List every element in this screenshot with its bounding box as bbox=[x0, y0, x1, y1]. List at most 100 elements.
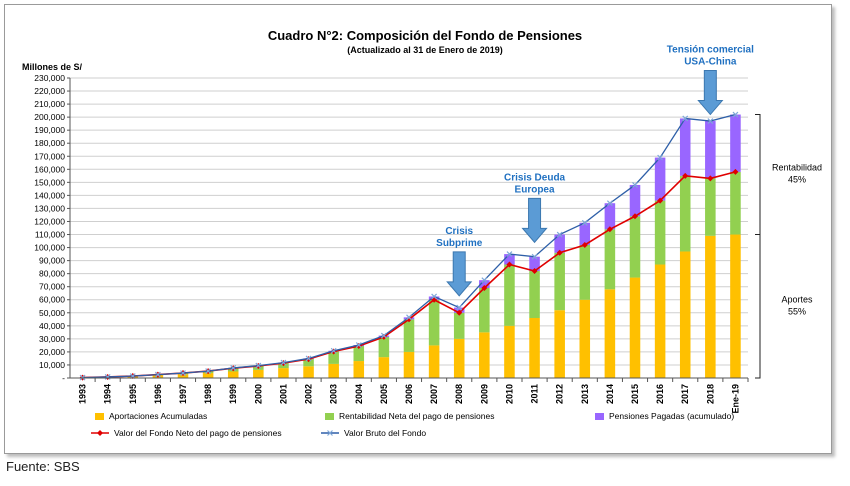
bar-segment bbox=[504, 254, 515, 265]
bar-segment bbox=[629, 277, 641, 378]
x-tick-label: 2003 bbox=[329, 384, 339, 404]
legend-label: Aportaciones Acumuladas bbox=[109, 411, 207, 421]
y-tick-label: 70,000 bbox=[39, 282, 65, 292]
y-tick-label: 190,000 bbox=[34, 125, 65, 135]
line-point bbox=[506, 251, 513, 258]
annotation-label: USA-China bbox=[684, 57, 737, 68]
line-point bbox=[606, 226, 613, 233]
line-point bbox=[682, 172, 689, 179]
line-point bbox=[230, 365, 237, 371]
x-tick-label: 2000 bbox=[253, 384, 263, 404]
chart-subtitle: (Actualizado al 31 de Enero de 2019) bbox=[347, 45, 503, 55]
y-tick-label: 150,000 bbox=[34, 177, 65, 187]
line-point bbox=[632, 213, 638, 220]
y-tick-label: 170,000 bbox=[34, 151, 65, 161]
x-tick-label: Ene-19 bbox=[730, 384, 740, 414]
bar-segment bbox=[453, 312, 465, 339]
x-tick-label: 1994 bbox=[103, 384, 113, 404]
line-point bbox=[481, 285, 488, 291]
bracket-label: Rentabilidad bbox=[772, 163, 822, 173]
line-point bbox=[732, 111, 739, 118]
legend-label: Valor del Fondo Neto del pago de pension… bbox=[114, 428, 282, 438]
source-note: Fuente: SBS bbox=[6, 459, 80, 474]
bar-segment bbox=[453, 338, 465, 378]
bar-segment bbox=[403, 319, 415, 352]
x-tick-label: 2014 bbox=[605, 384, 615, 404]
legend-label: Pensiones Pagadas (acumulado) bbox=[609, 411, 734, 421]
y-tick-label: 130,000 bbox=[34, 203, 65, 213]
y-tick-label: 80,000 bbox=[39, 269, 65, 279]
x-tick-label: 1993 bbox=[78, 384, 88, 404]
line-point bbox=[205, 368, 212, 375]
annotation-label: Crisis Deuda bbox=[504, 172, 566, 183]
y-tick-label: 230,000 bbox=[34, 73, 65, 83]
bar-segment bbox=[504, 264, 515, 326]
line-point bbox=[506, 261, 513, 268]
y-tick-label: 220,000 bbox=[34, 86, 65, 96]
bar-segment bbox=[479, 288, 490, 333]
line-point bbox=[682, 115, 689, 122]
bar-segment bbox=[579, 222, 591, 245]
bar-segment bbox=[177, 374, 189, 378]
bar-segment bbox=[278, 368, 289, 378]
annotation-label: Subprime bbox=[436, 238, 483, 249]
annotation-arrow bbox=[697, 70, 724, 116]
y-tick-label: 110,000 bbox=[35, 230, 65, 240]
bracket-value: 55% bbox=[788, 306, 806, 316]
bar-segment bbox=[202, 373, 214, 378]
line-point bbox=[280, 359, 287, 366]
bar-segment bbox=[679, 251, 691, 378]
line-point bbox=[456, 304, 463, 311]
chart-frame bbox=[4, 4, 832, 454]
x-tick-label: 1997 bbox=[178, 384, 188, 404]
x-tick-label: 2018 bbox=[705, 384, 715, 404]
legend-marker bbox=[97, 430, 103, 436]
bar-segment bbox=[529, 271, 540, 318]
line-point bbox=[255, 362, 262, 369]
line-point bbox=[380, 332, 387, 339]
bar-segment bbox=[428, 345, 440, 378]
bar-segment bbox=[554, 310, 565, 378]
x-tick-label: 2013 bbox=[580, 384, 590, 404]
x-tick-label: 2010 bbox=[504, 384, 514, 404]
x-tick-label: 1999 bbox=[228, 384, 238, 404]
bar-segment bbox=[554, 234, 565, 253]
x-tick-label: 2012 bbox=[555, 384, 565, 404]
line-point bbox=[556, 231, 563, 238]
line-point bbox=[556, 249, 563, 256]
legend-marker bbox=[327, 430, 333, 436]
bar-segment bbox=[353, 346, 365, 362]
x-tick-label: 2004 bbox=[354, 384, 364, 404]
bar-segment bbox=[579, 299, 591, 378]
bar-segment bbox=[479, 280, 490, 288]
bracket-label: Aportes bbox=[781, 294, 813, 304]
bar-segment bbox=[529, 318, 540, 378]
bar-segment bbox=[730, 114, 741, 172]
x-tick-label: 2008 bbox=[454, 384, 464, 404]
x-tick-label: 1998 bbox=[203, 384, 213, 404]
line-point bbox=[732, 168, 739, 175]
y-tick-label: 200,000 bbox=[34, 112, 65, 122]
x-tick-label: 2005 bbox=[379, 384, 389, 404]
line-point bbox=[657, 154, 664, 161]
x-tick-label: 2006 bbox=[404, 384, 414, 404]
line-point bbox=[707, 175, 714, 182]
bar-segment bbox=[679, 175, 691, 252]
line-point bbox=[355, 342, 362, 348]
line-point bbox=[305, 355, 312, 362]
line-point bbox=[581, 219, 588, 226]
line-point bbox=[330, 347, 337, 354]
y-tick-label: 20,000 bbox=[39, 347, 65, 357]
annotation-label: Europea bbox=[515, 184, 555, 195]
y-axis-label: Millones de S/ bbox=[22, 62, 83, 72]
y-tick-label: 90,000 bbox=[39, 256, 65, 266]
bar-segment bbox=[378, 357, 390, 378]
bracket bbox=[755, 114, 761, 236]
bar-segment bbox=[679, 118, 691, 176]
x-tick-label: 2016 bbox=[655, 384, 665, 404]
x-tick-label: 2009 bbox=[479, 384, 489, 404]
bar-segment bbox=[654, 157, 666, 201]
legend-label: Valor Bruto del Fondo bbox=[344, 428, 426, 438]
bar-segment bbox=[629, 184, 641, 217]
